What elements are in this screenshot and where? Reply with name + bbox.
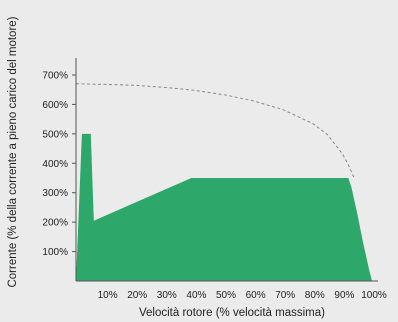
y-tick-label: 700% [42, 71, 68, 82]
x-tick-label: 50% [216, 290, 236, 301]
x-tick-label: 100% [361, 290, 387, 301]
y-tick-label: 500% [42, 129, 68, 140]
axis-layer [75, 58, 378, 282]
y-tick-label: 400% [42, 159, 68, 170]
x-tick-label: 60% [246, 290, 266, 301]
x-axis-title: Velocità rotore (% velocità massima) [139, 307, 325, 319]
torque-dashed-line [75, 83, 355, 179]
y-tick-label: 200% [42, 218, 68, 229]
y-tick-label: 600% [42, 100, 68, 111]
x-tick-label: 20% [127, 290, 147, 301]
series-layer [75, 83, 372, 281]
x-tick-label: 40% [186, 290, 206, 301]
current-area [76, 133, 372, 281]
y-axis-title: Corrente (% della corrente a pieno caric… [7, 16, 19, 287]
x-tick-label: 70% [275, 290, 295, 301]
x-tick-label: 90% [334, 290, 354, 301]
x-tick-label: 10% [98, 290, 118, 301]
ticks-layer: 100% 200% 300% 400% 500% 600% 700% 10% 20% 30% 40%… [42, 71, 386, 302]
x-tick-label: 80% [305, 290, 325, 301]
y-tick-label: 100% [42, 247, 68, 258]
y-tick-label: 300% [42, 188, 68, 199]
x-tick-label: 30% [157, 290, 177, 301]
